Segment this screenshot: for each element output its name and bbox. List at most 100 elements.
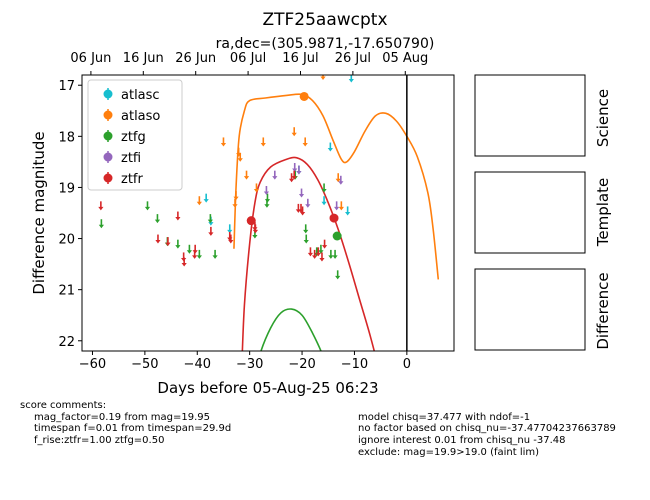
ztfr-detection-point	[329, 213, 339, 223]
atlaso-model-curve	[233, 93, 440, 280]
top-tick-label: 06 Jul	[230, 51, 266, 66]
top-date-axis: 06 Jun 16 Jun 26 Jun 06 Jul 16 Jul 26 Jul 05 A…	[70, 51, 428, 75]
atlaso-upper-limit-arrow	[232, 204, 238, 208]
top-tick-label: 16 Jun	[123, 51, 164, 66]
atlasc-upper-limit-arrow	[321, 201, 327, 206]
x-tick-label: 0	[403, 357, 411, 372]
ztfr-upper-limit-arrow	[252, 229, 259, 234]
ztfr-upper-limit-arrow	[288, 178, 295, 183]
ztfr-upper-limit-arrow	[315, 252, 321, 257]
ztfr-upper-limit-arrow	[98, 206, 104, 211]
ztfi-upper-limit-arrow	[272, 176, 278, 180]
science-panel	[474, 74, 586, 157]
legend-box	[87, 79, 183, 191]
ztfg-model-curve	[260, 308, 322, 351]
chart-subtitle: ra,dec=(305.9871,-17.650790)	[216, 36, 435, 52]
ztfr-upper-limit-arrow	[291, 176, 297, 180]
x-tick-label: −60	[79, 357, 106, 372]
y-tick-label: 22	[58, 335, 75, 350]
ztfg-upper-limit-arrow	[332, 255, 338, 259]
y-tick-label: 21	[58, 284, 75, 299]
atlasc-upper-limit-arrow	[348, 79, 354, 83]
top-tick-label: 16 Jul	[282, 51, 318, 66]
atlaso-upper-limit-arrow	[335, 178, 341, 183]
ztfr-upper-limit-arrow	[165, 242, 171, 247]
difference-panel-label: Difference	[594, 272, 612, 349]
ztfg-detection-point	[332, 231, 342, 241]
science-panel-label: Science	[594, 89, 612, 147]
model-comments: model chisq=37.477 with ndof=-1 no facto…	[358, 412, 616, 458]
atlaso-upper-limit-arrow	[260, 142, 266, 147]
right-panels: Science Template Difference	[474, 74, 612, 351]
plot-frame	[81, 74, 455, 352]
ztfi-upper-limit-arrow	[263, 191, 270, 195]
ztfg-upper-limit-arrow	[335, 275, 341, 280]
data-points	[98, 75, 354, 280]
comment-right-line: model chisq=37.477 with ndof=-1	[358, 412, 530, 423]
ztfg-upper-limit-arrow	[303, 229, 309, 234]
ztfg-upper-limit-arrow	[207, 219, 213, 224]
legend-ztfr-label: ztfr	[121, 172, 143, 187]
comment-left-line: mag_factor=0.19 from mag=19.95	[34, 412, 210, 423]
ztfr-upper-limit-arrow	[208, 232, 214, 236]
ztfg-upper-limit-arrow	[264, 199, 271, 203]
atlaso-upper-limit-arrow	[196, 201, 202, 206]
ztfg-upper-limit-arrow	[175, 245, 181, 249]
x-tick-label: −20	[288, 357, 315, 372]
legend-ztfg-marker	[103, 131, 113, 141]
ztfg-upper-limit-arrow	[98, 224, 104, 229]
atlaso-upper-limit-arrow	[243, 176, 250, 180]
atlaso-upper-limit-arrow	[253, 188, 260, 193]
x-axis-label: Days before 05-Aug-25 06:23	[157, 379, 378, 397]
y-tick-label: 20	[58, 233, 75, 248]
difference-panel	[474, 268, 586, 351]
ztfr-detection-point	[246, 216, 256, 226]
comment-right-line: no factor based on chisq_nu=-37.47704237…	[358, 423, 616, 434]
ztfr-upper-limit-arrow	[307, 252, 314, 257]
ztfg-upper-limit-arrow	[303, 240, 309, 244]
atlasc-upper-limit-arrow	[227, 229, 233, 234]
ztfr-upper-limit-arrow	[321, 245, 328, 249]
ztfr-upper-limit-arrow	[312, 255, 318, 259]
ztfg-upper-limit-arrow	[318, 250, 324, 254]
ztfr-upper-limit-arrow	[192, 255, 198, 259]
atlaso-detection-point	[299, 91, 309, 101]
atlaso-upper-limit-arrow	[338, 206, 344, 211]
ztfg-upper-limit-arrow	[154, 219, 161, 224]
ztfr-upper-limit-arrow	[175, 217, 181, 221]
atlaso-upper-limit-arrow	[291, 132, 297, 137]
ztfr-upper-limit-arrow	[181, 263, 187, 267]
ztfi-upper-limit-arrow	[338, 181, 344, 185]
ztfi-upper-limit-arrow	[296, 171, 302, 175]
legend-ztfi-label: ztfi	[121, 151, 141, 166]
ztfi-upper-limit-arrow	[292, 168, 298, 172]
x-tick-label: −50	[131, 357, 158, 372]
atlasc-upper-limit-arrow	[327, 148, 333, 152]
comment-left-header: score comments:	[20, 400, 106, 411]
legend-atlaso-marker	[103, 110, 113, 120]
top-tick-label: 06 Jun	[70, 51, 111, 66]
template-panel	[474, 171, 586, 254]
ztfr-model-curve	[241, 156, 376, 351]
atlasc-upper-limit-arrow	[203, 199, 209, 203]
atlaso-upper-limit-arrow	[233, 196, 239, 201]
ztfi-upper-limit-arrow	[298, 194, 305, 198]
y-tick-label: 19	[58, 181, 75, 196]
ztfg-upper-limit-arrow	[328, 255, 334, 259]
top-tick-label: 05 Aug	[382, 51, 428, 66]
top-tick-label: 26 Jul	[335, 51, 371, 66]
ztfi-upper-limit-arrow	[305, 204, 311, 208]
legend-ztfi-marker	[103, 152, 113, 162]
ztfg-upper-limit-arrow	[186, 250, 193, 254]
legend-atlasc-label: atlasc	[121, 88, 160, 103]
ztfg-upper-limit-arrow	[196, 255, 202, 259]
ztfr-upper-limit-arrow	[228, 240, 234, 244]
ztfg-upper-limit-arrow	[144, 206, 151, 211]
ztfg-upper-limit-arrow	[252, 234, 258, 239]
ztfr-upper-limit-arrow	[155, 240, 161, 244]
y-tick-label: 17	[58, 79, 75, 94]
template-panel-label: Template	[594, 178, 612, 247]
y-axis-ticks: 17 18 19 20 21 22	[58, 79, 82, 350]
model-curves	[233, 93, 440, 351]
